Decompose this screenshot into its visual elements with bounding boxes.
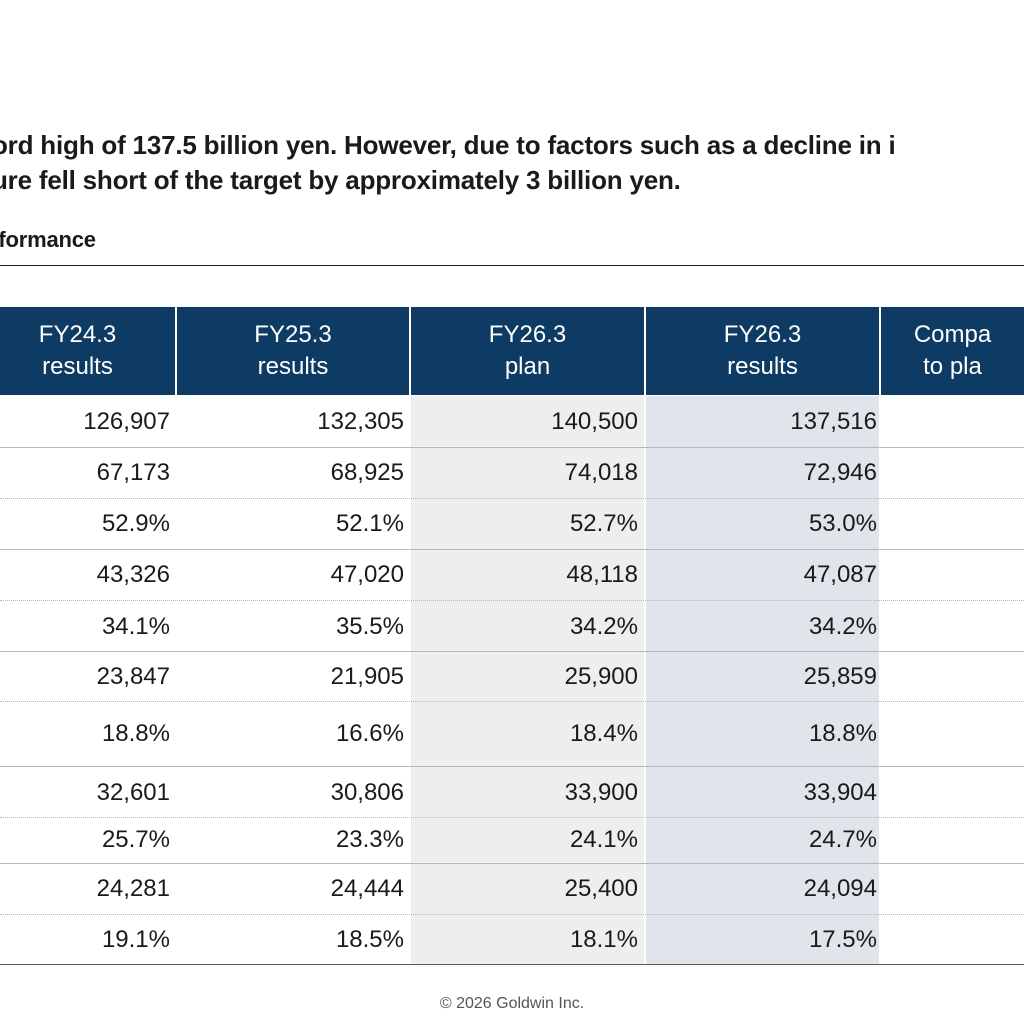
table-cell: 67,173 [96, 459, 170, 486]
row-divider [0, 863, 1024, 864]
copyright-footer: © 2026 Goldwin Inc. [439, 995, 585, 1012]
column-header-line-2: results [42, 353, 113, 380]
table-cell: 132,305 [317, 408, 404, 435]
table-cell: 32,601 [96, 779, 170, 806]
table-cell: 18.4% [569, 720, 638, 747]
column-header-line-2: results [257, 353, 329, 380]
table-cell: 25,900 [564, 663, 638, 690]
table-cell: 18.5% [335, 926, 404, 953]
table-cell: 140,500 [551, 408, 638, 435]
column-header: FY25.3 results [177, 307, 409, 395]
row-divider-dotted [0, 914, 1024, 915]
table-cell: 34.1% [101, 613, 170, 640]
table-cell: 47,087 [803, 561, 877, 588]
table-cell: 25,400 [564, 875, 638, 902]
table-cell: 24,281 [96, 875, 170, 902]
table-cell: 25,859 [803, 663, 877, 690]
row-divider [0, 447, 1024, 448]
table-cell: 47,020 [330, 561, 404, 588]
column-header: Compa to pla [881, 307, 1024, 395]
row-divider [0, 766, 1024, 767]
column-header-line-1: Compa [913, 321, 992, 348]
table-cell: 19.1% [101, 926, 170, 953]
row-divider-dotted [0, 701, 1024, 702]
column-header-line-1: FY24.3 [38, 321, 117, 348]
table-cell: 18.8% [101, 720, 170, 747]
table-cell: 33,900 [564, 779, 638, 806]
table-cell: 18.8% [808, 720, 877, 747]
table-cell: 53.0% [808, 510, 877, 537]
table-cell: 126,907 [83, 408, 170, 435]
table-cell: 33,904 [803, 779, 877, 806]
table-cell: 52.9% [101, 510, 170, 537]
table-cell: 21,905 [330, 663, 404, 690]
column-header: FY26.3 plan [411, 307, 644, 395]
section-title: rformance [0, 227, 96, 252]
table-cell: 137,516 [790, 408, 877, 435]
table-cell: 24,094 [803, 875, 877, 902]
table-cell: 35.5% [335, 613, 404, 640]
row-divider [0, 651, 1024, 652]
table-cell: 43,326 [96, 561, 170, 588]
column-header-line-2: results [727, 353, 798, 380]
table-cell: 18.1% [569, 926, 638, 953]
table-cell: 34.2% [808, 613, 877, 640]
column-header-line-1: FY26.3 [488, 321, 567, 348]
row-divider-dotted [0, 600, 1024, 601]
intro-line-1: ord high of 137.5 billion yen. However, … [0, 130, 896, 160]
table-cell: 23,847 [96, 663, 170, 690]
row-divider-dotted [0, 498, 1024, 499]
table-cell: 24.7% [808, 826, 877, 853]
row-divider [0, 964, 1024, 965]
table-cell: 68,925 [330, 459, 404, 486]
table-cell: 23.3% [335, 826, 404, 853]
table-cell: 16.6% [335, 720, 404, 747]
table-cell: 48,118 [566, 561, 638, 588]
table-cell: 52.1% [335, 510, 404, 537]
column-header: FY26.3 results [646, 307, 879, 395]
table-cell: 24,444 [330, 875, 404, 902]
results-column-band [646, 396, 879, 964]
table-cell: 34.2% [569, 613, 638, 640]
plan-column-band [411, 396, 644, 964]
column-header-line-1: FY26.3 [723, 321, 802, 348]
table-cell: 25.7% [101, 826, 170, 853]
table-cell: 24.1% [569, 826, 638, 853]
row-divider [0, 549, 1024, 550]
column-header-line-2: to pla [923, 353, 982, 380]
intro-paragraph: ord high of 137.5 billion yen. However, … [0, 128, 1024, 198]
row-divider-dotted [0, 817, 1024, 818]
section-divider [0, 265, 1024, 266]
table-cell: 74,018 [564, 459, 638, 486]
table-cell: 52.7% [569, 510, 638, 537]
column-header-line-2: plan [504, 353, 551, 380]
table-cell: 30,806 [330, 779, 404, 806]
table-cell: 72,946 [803, 459, 877, 486]
column-header: FY24.3 results [0, 307, 175, 395]
table-cell: 17.5% [808, 926, 877, 953]
intro-line-2: ure fell short of the target by approxim… [0, 165, 681, 195]
column-header-line-1: FY25.3 [254, 321, 332, 348]
